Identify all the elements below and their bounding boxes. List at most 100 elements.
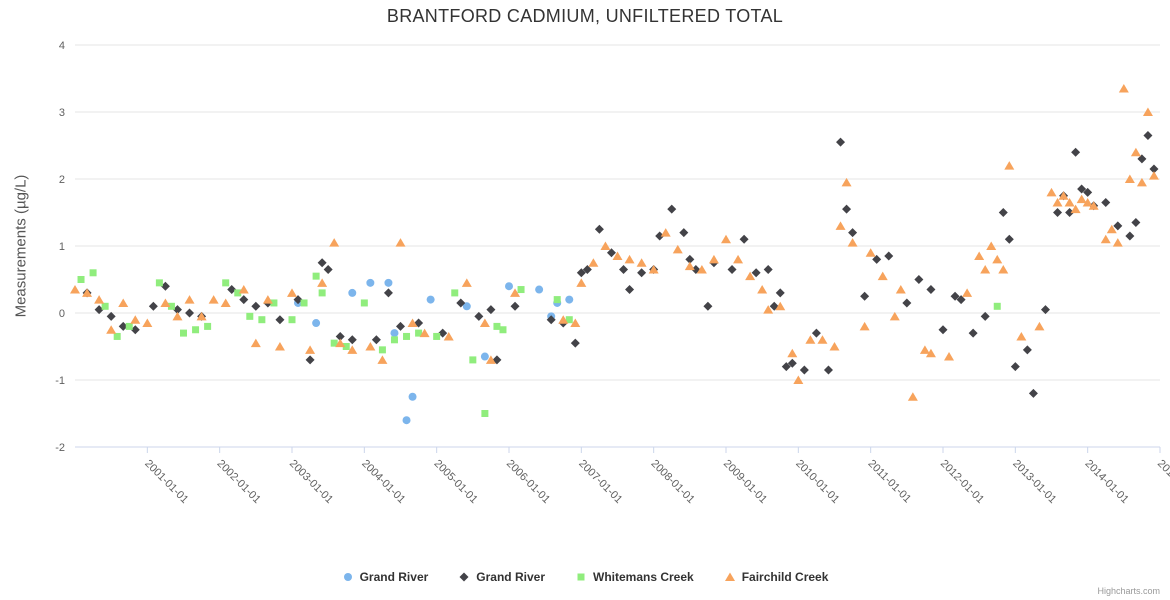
square-data-point[interactable] bbox=[77, 276, 85, 283]
diamond-data-point[interactable] bbox=[860, 291, 870, 301]
triangle-data-point[interactable] bbox=[998, 264, 1009, 274]
circle-data-point[interactable] bbox=[505, 282, 513, 291]
triangle-data-point[interactable] bbox=[395, 238, 406, 247]
triangle-data-point[interactable] bbox=[763, 305, 774, 314]
diamond-data-point[interactable] bbox=[456, 298, 466, 308]
diamond-data-point[interactable] bbox=[884, 251, 894, 261]
circle-data-point[interactable] bbox=[343, 573, 352, 581]
triangle-data-point[interactable] bbox=[238, 285, 249, 294]
circle-data-point[interactable] bbox=[402, 416, 411, 425]
square-data-point[interactable] bbox=[101, 302, 109, 310]
diamond-data-point[interactable] bbox=[371, 335, 381, 345]
triangle-data-point[interactable] bbox=[347, 345, 358, 354]
triangle-data-point[interactable] bbox=[708, 254, 719, 264]
square-data-point[interactable] bbox=[481, 410, 489, 417]
triangle-data-point[interactable] bbox=[757, 285, 768, 294]
diamond-data-point[interactable] bbox=[396, 321, 405, 331]
diamond-data-point[interactable] bbox=[703, 301, 713, 311]
diamond-data-point[interactable] bbox=[1065, 208, 1075, 217]
diamond-data-point[interactable] bbox=[474, 311, 484, 321]
diamond-data-point[interactable] bbox=[570, 338, 580, 348]
triangle-data-point[interactable] bbox=[335, 338, 346, 348]
triangle-data-point[interactable] bbox=[94, 295, 105, 304]
triangle-data-point[interactable] bbox=[684, 261, 695, 271]
diamond-data-point[interactable] bbox=[486, 305, 496, 315]
diamond-data-point[interactable] bbox=[1131, 218, 1141, 228]
diamond-data-point[interactable] bbox=[781, 362, 791, 372]
diamond-data-point[interactable] bbox=[130, 325, 140, 335]
diamond-data-point[interactable] bbox=[335, 331, 345, 341]
triangle-data-point[interactable] bbox=[1136, 177, 1147, 187]
diamond-data-point[interactable] bbox=[227, 285, 237, 295]
square-data-point[interactable] bbox=[180, 329, 187, 337]
circle-data-point[interactable] bbox=[390, 329, 399, 338]
triangle-data-point[interactable] bbox=[461, 278, 472, 287]
square-data-point[interactable] bbox=[246, 312, 254, 320]
triangle-data-point[interactable] bbox=[172, 311, 183, 321]
diamond-data-point[interactable] bbox=[1137, 154, 1147, 164]
triangle-data-point[interactable] bbox=[1130, 147, 1141, 157]
diamond-data-point[interactable] bbox=[582, 264, 592, 274]
diamond-data-point[interactable] bbox=[956, 295, 966, 305]
triangle-data-point[interactable] bbox=[1046, 187, 1057, 197]
diamond-data-point[interactable] bbox=[836, 137, 846, 147]
diamond-data-point[interactable] bbox=[1149, 164, 1159, 174]
diamond-data-point[interactable] bbox=[106, 311, 116, 321]
triangle-data-point[interactable] bbox=[829, 342, 840, 351]
triangle-data-point[interactable] bbox=[317, 278, 328, 287]
triangle-data-point[interactable] bbox=[1076, 194, 1087, 204]
diamond-data-point[interactable] bbox=[510, 301, 520, 311]
diamond-data-point[interactable] bbox=[1125, 231, 1135, 241]
triangle-data-point[interactable] bbox=[672, 244, 683, 254]
diamond-data-point[interactable] bbox=[251, 301, 261, 311]
circle-data-point[interactable] bbox=[408, 392, 417, 401]
triangle-data-point[interactable] bbox=[944, 352, 955, 361]
triangle-data-point[interactable] bbox=[865, 248, 876, 257]
square-data-point[interactable] bbox=[125, 322, 133, 330]
triangle-data-point[interactable] bbox=[70, 285, 80, 294]
triangle-data-point[interactable] bbox=[787, 348, 798, 358]
triangle-data-point[interactable] bbox=[1106, 224, 1117, 234]
triangle-data-point[interactable] bbox=[329, 238, 340, 247]
diamond-data-point[interactable] bbox=[160, 281, 170, 291]
diamond-data-point[interactable] bbox=[594, 224, 604, 234]
diamond-data-point[interactable] bbox=[739, 234, 749, 244]
triangle-data-point[interactable] bbox=[877, 271, 888, 281]
diamond-data-point[interactable] bbox=[323, 264, 333, 274]
diamond-data-point[interactable] bbox=[438, 328, 448, 338]
triangle-data-point[interactable] bbox=[986, 241, 997, 251]
triangle-data-point[interactable] bbox=[130, 315, 141, 324]
triangle-data-point[interactable] bbox=[287, 288, 297, 297]
triangle-data-point[interactable] bbox=[1100, 234, 1111, 244]
diamond-data-point[interactable] bbox=[148, 301, 158, 311]
triangle-data-point[interactable] bbox=[745, 271, 756, 281]
diamond-data-point[interactable] bbox=[902, 298, 912, 308]
triangle-data-point[interactable] bbox=[1058, 191, 1069, 200]
triangle-data-point[interactable] bbox=[1070, 204, 1081, 214]
diamond-data-point[interactable] bbox=[667, 204, 677, 214]
triangle-data-point[interactable] bbox=[208, 295, 219, 304]
triangle-data-point[interactable] bbox=[274, 342, 285, 351]
triangle-data-point[interactable] bbox=[1088, 201, 1099, 210]
triangle-data-point[interactable] bbox=[1124, 174, 1135, 184]
triangle-data-point[interactable] bbox=[377, 355, 388, 364]
triangle-data-point[interactable] bbox=[612, 251, 623, 261]
circle-data-point[interactable] bbox=[426, 295, 435, 304]
diamond-data-point[interactable] bbox=[1113, 221, 1123, 231]
diamond-data-point[interactable] bbox=[679, 228, 689, 238]
triangle-data-point[interactable] bbox=[847, 238, 858, 247]
diamond-data-point[interactable] bbox=[1004, 234, 1014, 244]
square-data-point[interactable] bbox=[415, 329, 423, 337]
legend-item-0[interactable]: Grand River bbox=[342, 570, 428, 584]
square-data-point[interactable] bbox=[300, 299, 308, 307]
triangle-data-point[interactable] bbox=[889, 311, 900, 321]
square-data-point[interactable] bbox=[993, 302, 1001, 310]
triangle-data-point[interactable] bbox=[1148, 171, 1159, 180]
diamond-data-point[interactable] bbox=[459, 572, 469, 582]
square-data-point[interactable] bbox=[318, 289, 326, 297]
triangle-data-point[interactable] bbox=[82, 288, 93, 297]
triangle-data-point[interactable] bbox=[1118, 84, 1129, 93]
diamond-data-point[interactable] bbox=[763, 264, 773, 274]
square-data-point[interactable] bbox=[499, 326, 507, 334]
triangle-data-point[interactable] bbox=[262, 295, 273, 304]
